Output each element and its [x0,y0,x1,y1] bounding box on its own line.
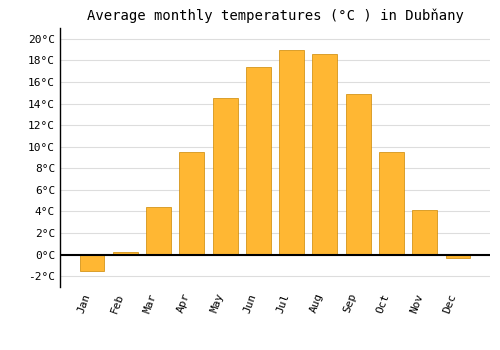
Bar [312,54,338,255]
Bar [279,50,304,255]
Bar [113,252,138,255]
Bar [379,152,404,255]
Bar [212,98,238,255]
Bar [80,255,104,271]
Bar [412,210,437,255]
Bar [246,67,271,255]
Bar [446,255,470,258]
Title: Average monthly temperatures (°C ) in Dubňany: Average monthly temperatures (°C ) in Du… [86,8,464,23]
Bar [346,94,370,255]
Bar [180,152,204,255]
Bar [146,207,171,255]
